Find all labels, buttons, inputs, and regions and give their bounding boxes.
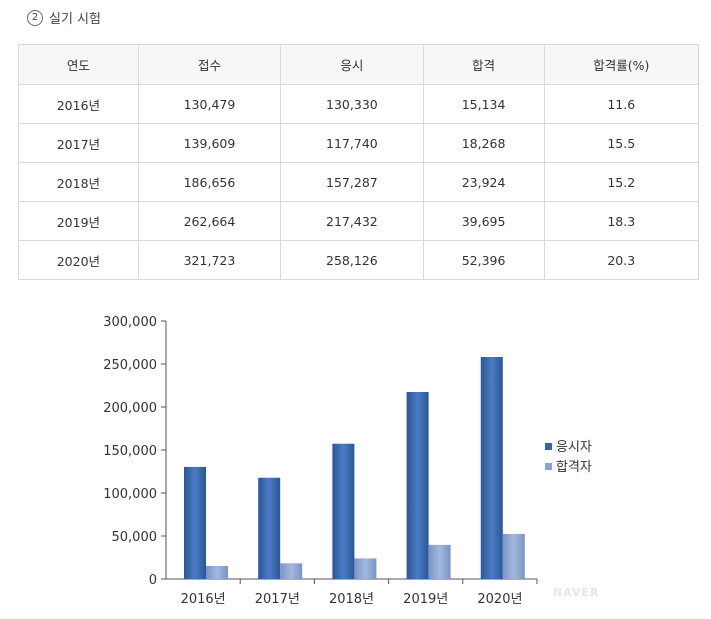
watermark-logo: NAVER [553,586,600,599]
cell-applied: 321,723 [137,240,282,280]
bar-passers [280,563,303,579]
cell-pass-rate: 18.3 [543,201,700,241]
section-title: 2 실기 시험 [27,8,101,27]
cell-examined: 117,740 [280,123,424,163]
cell-year: 2019년 [18,201,139,241]
chart-container: 0 50,000 100,000 150,000 200,000 250,000 300,0… [0,300,711,615]
table-row: 2017년 139,609 117,740 18,268 15.5 [18,123,700,163]
y-tick-label: 0 [149,573,157,588]
cell-examined: 217,432 [280,201,424,241]
bar-examinees [184,466,206,579]
header-pass-rate: 합격률(%) [543,44,700,85]
x-tick-label: 2018년 [329,592,374,607]
cell-examined: 157,287 [280,162,424,202]
bar-chart: 0 50,000 100,000 150,000 200,000 250,000 300,0… [103,315,592,607]
bar-passers [428,544,451,579]
cell-passed: 15,134 [422,84,545,124]
section-title-text: 실기 시험 [49,12,101,27]
y-tick-label: 250,000 [103,358,157,373]
bar-examinees [406,392,429,579]
cell-pass-rate: 20.3 [543,240,700,280]
cell-pass-rate: 11.6 [543,84,700,124]
cell-passed: 23,924 [422,162,545,202]
header-passed: 합격 [422,44,545,85]
cell-examined: 130,330 [280,84,424,124]
table-header-row: 연도 접수 응시 합격 합격률(%) [18,44,700,85]
cell-year: 2017년 [18,123,139,163]
cell-applied: 186,656 [137,162,282,202]
bar-examinees [480,357,503,579]
cell-year: 2016년 [18,84,139,124]
cell-passed: 39,695 [422,201,545,241]
cell-pass-rate: 15.5 [543,123,700,163]
header-examined: 응시 [280,44,424,85]
table-row: 2018년 186,656 157,287 23,924 15.2 [18,162,700,202]
y-tick-label: 200,000 [103,401,157,416]
table-row: 2020년 321,723 258,126 52,396 20.3 [18,240,700,280]
y-tick-label: 300,000 [103,315,157,330]
y-tick-label: 100,000 [103,487,157,502]
cell-applied: 139,609 [137,123,282,163]
cell-examined: 258,126 [280,240,424,280]
legend-swatch [545,463,552,470]
cell-passed: 52,396 [422,240,545,280]
x-tick-label: 2019년 [403,592,448,607]
bar-examinees [258,477,281,579]
section-number: 2 [27,9,43,26]
legend-swatch [545,443,552,450]
cell-passed: 18,268 [422,123,545,163]
cell-year: 2020년 [18,240,139,280]
legend-label: 응시자 [556,440,592,455]
bar-passers [354,558,377,579]
bar-passers [206,565,228,579]
x-tick-label: 2020년 [477,592,522,607]
y-tick-label: 50,000 [112,530,158,545]
x-tick-label: 2016년 [181,592,226,607]
header-applied: 접수 [137,44,282,85]
bar-passers [502,533,525,579]
header-year: 연도 [18,44,139,85]
legend-label: 합격자 [556,460,592,475]
table-row: 2019년 262,664 217,432 39,695 18.3 [18,201,700,241]
bar-examinees [332,443,355,579]
cell-applied: 262,664 [137,201,282,241]
cell-applied: 130,479 [137,84,282,124]
x-tick-label: 2017년 [255,592,300,607]
exam-stats-table: 연도 접수 응시 합격 합격률(%) 2016년 130,479 130,330… [18,44,700,280]
y-tick-label: 150,000 [103,444,157,459]
cell-pass-rate: 15.2 [543,162,700,202]
cell-year: 2018년 [18,162,139,202]
table-row: 2016년 130,479 130,330 15,134 11.6 [18,84,700,124]
